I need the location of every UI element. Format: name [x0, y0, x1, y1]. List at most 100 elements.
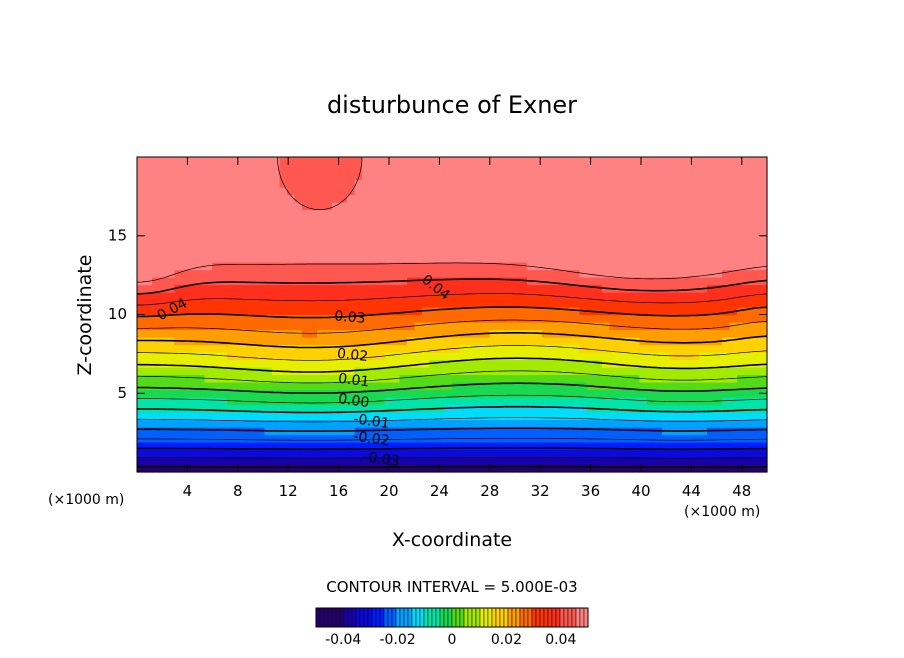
contour-fill-cell [317, 232, 326, 241]
contour-fill-cell [564, 314, 573, 323]
contour-fill-cell [549, 389, 558, 398]
contour-fill-cell [624, 419, 633, 428]
contour-fill-cell [482, 292, 491, 301]
contour-fill-cell [257, 202, 266, 211]
contour-fill-cell [392, 164, 401, 173]
contour-line [137, 306, 768, 319]
x-tick-label: 44 [682, 482, 701, 500]
contour-fill-cell [422, 247, 431, 256]
contour-fill-cell [369, 299, 378, 308]
contour-fill-cell [369, 382, 378, 391]
contour-fill-cell [549, 217, 558, 226]
colorbar-segment [547, 607, 553, 628]
contour-fill-cell [474, 382, 483, 391]
colorbar-segment [339, 607, 345, 628]
contour-fill-cell [602, 374, 611, 383]
contour-fill-cell [227, 284, 236, 293]
contour-fill-cell [572, 337, 581, 346]
contour-fill-cell [437, 412, 446, 421]
contour-fill-cell [369, 419, 378, 428]
contour-fill-cell [144, 307, 153, 316]
contour-fill-cell [542, 464, 551, 473]
contour-fill-cell [377, 209, 386, 218]
contour-fill-cell [474, 412, 483, 421]
contour-label: 0.03 [334, 308, 366, 327]
contour-fill-cell [624, 254, 633, 263]
contour-fill-cell [422, 397, 431, 406]
contour-fill-cell [669, 194, 678, 203]
contour-fill-cell [257, 464, 266, 473]
contour-fill-cell [347, 284, 356, 293]
contour-fill-cell [137, 464, 146, 473]
contour-fill-cell [624, 322, 633, 331]
contour-fill-cell [714, 202, 723, 211]
contour-fill-cell [264, 209, 273, 218]
contour-fill-cell [174, 194, 183, 203]
contour-fill-cell [759, 382, 768, 391]
contour-fill-cell [354, 307, 363, 316]
contour-fill-cell [354, 262, 363, 271]
contour-fill-cell [557, 292, 566, 301]
contour-fill-cell [662, 299, 671, 308]
contour-fill-cell [332, 217, 341, 226]
contour-fill-cell [482, 247, 491, 256]
contour-line [137, 427, 767, 432]
contour-fill-cell [347, 269, 356, 278]
contour-fill-cell [542, 359, 551, 368]
contour-fill-cell [234, 292, 243, 301]
contour-fill-cell [684, 322, 693, 331]
contour-fill-cell [722, 284, 731, 293]
contour-fill-cell [632, 187, 641, 196]
contour-fill-cell [174, 464, 183, 473]
contour-fill-cell [602, 247, 611, 256]
contour-fill-cell [714, 254, 723, 263]
contour-fill-cell [287, 352, 296, 361]
contour-fill-cell [572, 449, 581, 458]
contour-fill-cell [632, 284, 641, 293]
contour-fill-cell [474, 202, 483, 211]
contour-fill-cell [602, 157, 611, 166]
contour-fill-cell [549, 224, 558, 233]
contour-fill-cell [699, 464, 708, 473]
contour-fill-cell [407, 194, 416, 203]
contour-fill-cell [549, 427, 558, 436]
contour-fill-cell [392, 314, 401, 323]
contour-fill-cell [414, 419, 423, 428]
contour-fill-cell [399, 187, 408, 196]
contour-fill-cell [677, 187, 686, 196]
contour-fill-cell [152, 262, 161, 271]
contour-fill-cell [489, 314, 498, 323]
contour-fill-cell [722, 449, 731, 458]
contour-fill-cell [182, 247, 191, 256]
contour-fill-cell [437, 374, 446, 383]
contour-fill-cell [527, 157, 536, 166]
contour-fill-cell [699, 202, 708, 211]
contour-fill-cell [422, 187, 431, 196]
contour-fill-cell [212, 217, 221, 226]
contour-fill-cell [662, 397, 671, 406]
contour-fill-cell [662, 179, 671, 188]
colorbar-segment [331, 607, 337, 628]
contour-fill-cell [549, 419, 558, 428]
contour-fill-cell [632, 344, 641, 353]
contour-fill-cell [482, 359, 491, 368]
contour-fill-cell [242, 389, 251, 398]
contour-fill-cell [557, 412, 566, 421]
contour-line [136, 345, 768, 361]
contour-fill-cell [317, 404, 326, 413]
x-tick-label: 4 [183, 482, 193, 500]
contour-fill-cell [414, 239, 423, 248]
contour-fill-cell [264, 404, 273, 413]
contour-fill-cell [654, 389, 663, 398]
contour-fill-cell [242, 307, 251, 316]
contour-fill-cell [429, 367, 438, 376]
contour-fill-cell [227, 427, 236, 436]
contour-fill-cell [504, 157, 513, 166]
contour-fill-cell [384, 239, 393, 248]
contour-fill-cell [392, 284, 401, 293]
contour-fill-cell [459, 442, 468, 451]
contour-fill-cell [422, 314, 431, 323]
contour-fill-cell [707, 254, 716, 263]
contour-fill-cell [219, 404, 228, 413]
contour-fill-cell [549, 337, 558, 346]
